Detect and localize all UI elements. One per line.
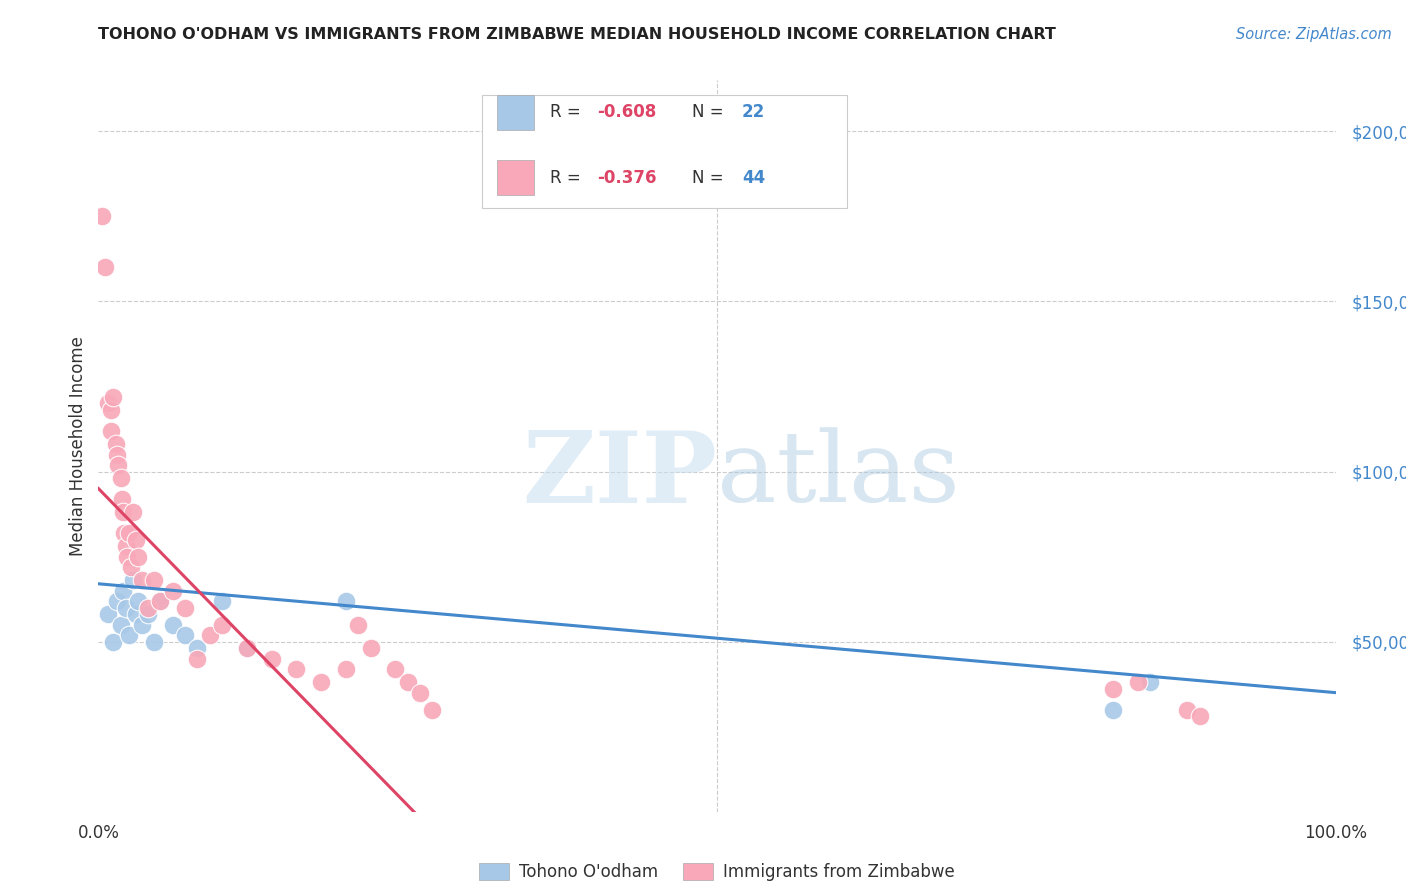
Point	[131, 617, 153, 632]
FancyBboxPatch shape	[496, 95, 534, 130]
Point	[97, 396, 120, 410]
Legend: Tohono O'odham, Immigrants from Zimbabwe: Tohono O'odham, Immigrants from Zimbabwe	[472, 856, 962, 888]
Point	[309, 675, 332, 690]
Point	[162, 617, 184, 632]
Point	[1175, 703, 1198, 717]
Point	[103, 634, 125, 648]
Point	[110, 471, 132, 485]
Text: R =: R =	[550, 169, 586, 186]
Point	[120, 559, 142, 574]
Point	[104, 437, 127, 451]
Point	[124, 607, 146, 622]
Text: ZIP: ZIP	[522, 426, 717, 524]
Text: -0.376: -0.376	[598, 169, 657, 186]
Point	[131, 574, 153, 588]
Point	[236, 641, 259, 656]
Point	[384, 662, 406, 676]
Point	[149, 594, 172, 608]
Point	[127, 549, 149, 564]
Point	[335, 594, 357, 608]
FancyBboxPatch shape	[496, 160, 534, 195]
Point	[1139, 675, 1161, 690]
Point	[285, 662, 308, 676]
Point	[112, 525, 135, 540]
Point	[162, 583, 184, 598]
Point	[114, 600, 136, 615]
Point	[422, 703, 444, 717]
Text: TOHONO O'ODHAM VS IMMIGRANTS FROM ZIMBABWE MEDIAN HOUSEHOLD INCOME CORRELATION C: TOHONO O'ODHAM VS IMMIGRANTS FROM ZIMBAB…	[98, 27, 1056, 42]
Point	[1102, 682, 1125, 697]
Point	[211, 617, 233, 632]
Text: N =: N =	[692, 103, 730, 121]
Point	[100, 424, 122, 438]
Point	[211, 594, 233, 608]
Point	[118, 628, 141, 642]
Point	[100, 403, 122, 417]
Point	[347, 617, 370, 632]
Point	[93, 260, 115, 275]
Y-axis label: Median Household Income: Median Household Income	[69, 336, 87, 556]
Text: N =: N =	[692, 169, 730, 186]
Point	[396, 675, 419, 690]
Point	[97, 607, 120, 622]
Point	[112, 583, 135, 598]
Text: 22: 22	[742, 103, 765, 121]
Point	[115, 549, 138, 564]
Point	[236, 641, 259, 656]
Point	[122, 574, 145, 588]
Point	[136, 600, 159, 615]
Point	[1188, 709, 1211, 723]
Point	[124, 533, 146, 547]
Text: Source: ZipAtlas.com: Source: ZipAtlas.com	[1236, 27, 1392, 42]
Point	[118, 525, 141, 540]
Point	[186, 641, 208, 656]
Text: 44: 44	[742, 169, 765, 186]
Point	[1126, 675, 1149, 690]
Point	[174, 600, 197, 615]
Point	[122, 505, 145, 519]
Point	[110, 617, 132, 632]
Point	[198, 628, 221, 642]
Point	[409, 686, 432, 700]
Point	[260, 651, 283, 665]
Point	[174, 628, 197, 642]
Point	[107, 458, 129, 472]
Point	[143, 574, 166, 588]
FancyBboxPatch shape	[482, 95, 846, 209]
Point	[111, 491, 134, 506]
Point	[143, 634, 166, 648]
Text: atlas: atlas	[717, 427, 960, 523]
Point	[103, 390, 125, 404]
Point	[136, 607, 159, 622]
Point	[127, 594, 149, 608]
Point	[1102, 703, 1125, 717]
Text: R =: R =	[550, 103, 586, 121]
Point	[91, 210, 114, 224]
Point	[114, 540, 136, 554]
Point	[149, 594, 172, 608]
Point	[360, 641, 382, 656]
Point	[105, 448, 128, 462]
Point	[186, 651, 208, 665]
Text: -0.608: -0.608	[598, 103, 657, 121]
Point	[112, 505, 135, 519]
Point	[105, 594, 128, 608]
Point	[335, 662, 357, 676]
